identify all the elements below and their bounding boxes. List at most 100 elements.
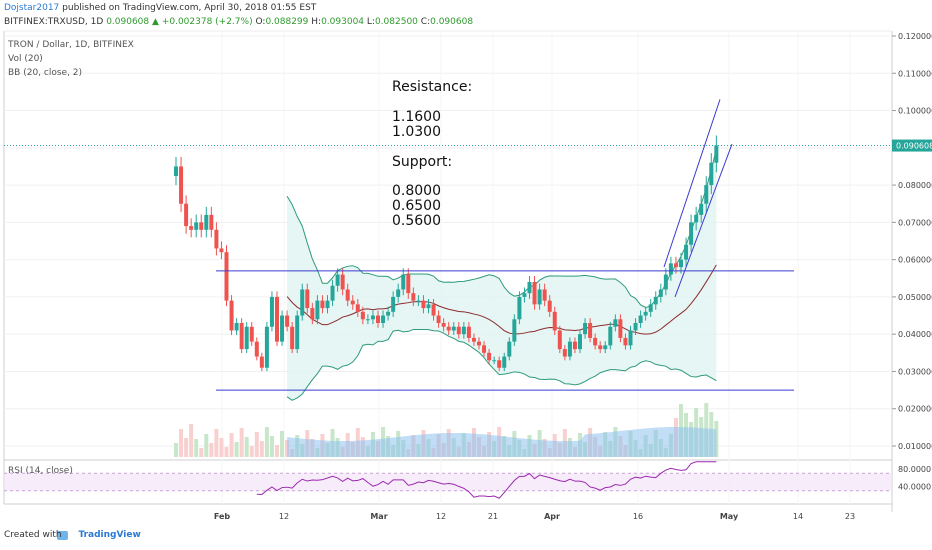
candle-body (451, 326, 456, 331)
candle-body (365, 319, 370, 321)
volume-bar (174, 443, 178, 457)
candle-body (527, 282, 532, 294)
candle-body (673, 263, 678, 268)
symbol-line: BITFINEX:TRXUSD, 1D 0.090608 ▲ +0.002378… (4, 17, 473, 27)
candle-body (643, 311, 648, 316)
ohlc-h-label: H: (311, 17, 322, 27)
candle-body (684, 244, 689, 260)
rsi-band (4, 473, 892, 491)
x-tick-label: 12 (279, 512, 289, 521)
bb-indicator-label[interactable]: BB (20, close, 2) (8, 68, 83, 78)
created-with-label: Created with (4, 530, 62, 540)
candle-body (588, 323, 593, 338)
candle-body (330, 285, 335, 301)
volume-bar (275, 445, 279, 457)
candle-body (295, 315, 300, 350)
volume-bar (209, 443, 214, 457)
volume-bar (179, 429, 184, 457)
last-price: 0.090608 (106, 17, 150, 27)
candle-body (487, 352, 492, 361)
volume-bar (269, 436, 274, 457)
up-arrow-icon: ▲ (152, 17, 159, 27)
volume-ma-area (287, 427, 717, 457)
price-change: +0.002378 (+2.7%) (161, 17, 253, 27)
candle-body (219, 248, 224, 253)
resistance-level-1: 1.1600 (392, 109, 441, 125)
volume-bar (244, 437, 249, 457)
volume-bar (189, 424, 194, 457)
candle-body (562, 349, 567, 357)
x-tick-label: Mar (370, 512, 387, 521)
candle-body (426, 304, 431, 309)
x-tick-label: 12 (436, 512, 446, 521)
resistance-level-2: 1.0300 (392, 124, 441, 140)
candle-body (461, 326, 466, 335)
chart-title: TRON / Dollar, 1D, BITFINEX (8, 40, 134, 50)
candle-body (194, 222, 199, 230)
volume-bar (234, 442, 239, 457)
candle-body (552, 311, 557, 331)
price-axis[interactable]: 0.1200000.1100000.1000000.0900000.080000… (4, 32, 932, 451)
candle-body (471, 337, 476, 342)
volume-bars (174, 403, 719, 457)
candle-body (280, 315, 285, 342)
candle-body (482, 345, 487, 353)
candle-body (431, 304, 436, 316)
footer: Created with TradingView (4, 530, 141, 540)
ohlc-c-label: C: (420, 17, 431, 27)
x-tick-label: Apr (544, 512, 560, 521)
tradingview-link[interactable]: TradingView (78, 530, 141, 540)
author-link[interactable]: Dojstar2017 (4, 3, 60, 13)
candle-body (421, 300, 426, 309)
candle-body (663, 274, 668, 290)
candle-body (714, 145, 719, 163)
candle-body (446, 326, 451, 331)
resistance-title: Resistance: (392, 79, 473, 95)
candle-body (269, 296, 274, 327)
candle-body (285, 315, 290, 327)
candle-body (386, 311, 391, 316)
candle-body (507, 341, 512, 357)
candle-body (305, 289, 310, 309)
candle-body (355, 304, 360, 312)
candle-body (557, 330, 562, 350)
candle-body (214, 229, 219, 249)
candle-body (532, 282, 537, 305)
rsi-indicator-label[interactable]: RSI (14, close) (8, 466, 73, 476)
candle-body (396, 289, 401, 297)
rising-channel-lower (674, 143, 733, 298)
candle-body (537, 289, 542, 305)
candle-body (209, 214, 214, 230)
volume-bar (224, 447, 229, 457)
candle-body (603, 345, 608, 350)
bb-lower (286, 328, 717, 401)
candle-body (648, 304, 653, 312)
candle-body (517, 296, 522, 320)
candle-body (411, 293, 416, 301)
trendlines[interactable] (216, 99, 794, 391)
candle-body (376, 315, 380, 323)
candle-body (254, 341, 259, 357)
volume-bar (280, 431, 285, 457)
candle-body (370, 315, 375, 320)
candle-body (608, 326, 613, 346)
time-axis[interactable]: Feb 12 Mar 12 21 Apr 16 May 14 23 (214, 512, 855, 521)
volume-indicator-label[interactable]: Vol (20) (8, 54, 43, 64)
candle-body (315, 300, 320, 320)
candle-body (633, 323, 638, 331)
candle-body (340, 274, 345, 290)
candle-body (239, 323, 244, 350)
candle-body (441, 323, 446, 327)
candle-body (512, 319, 517, 342)
support-level-3: 0.5600 (392, 213, 441, 229)
candle-body (623, 337, 628, 346)
candle-body (456, 326, 461, 335)
tradingview-logo-icon (57, 531, 68, 540)
volume-bar (204, 434, 209, 457)
